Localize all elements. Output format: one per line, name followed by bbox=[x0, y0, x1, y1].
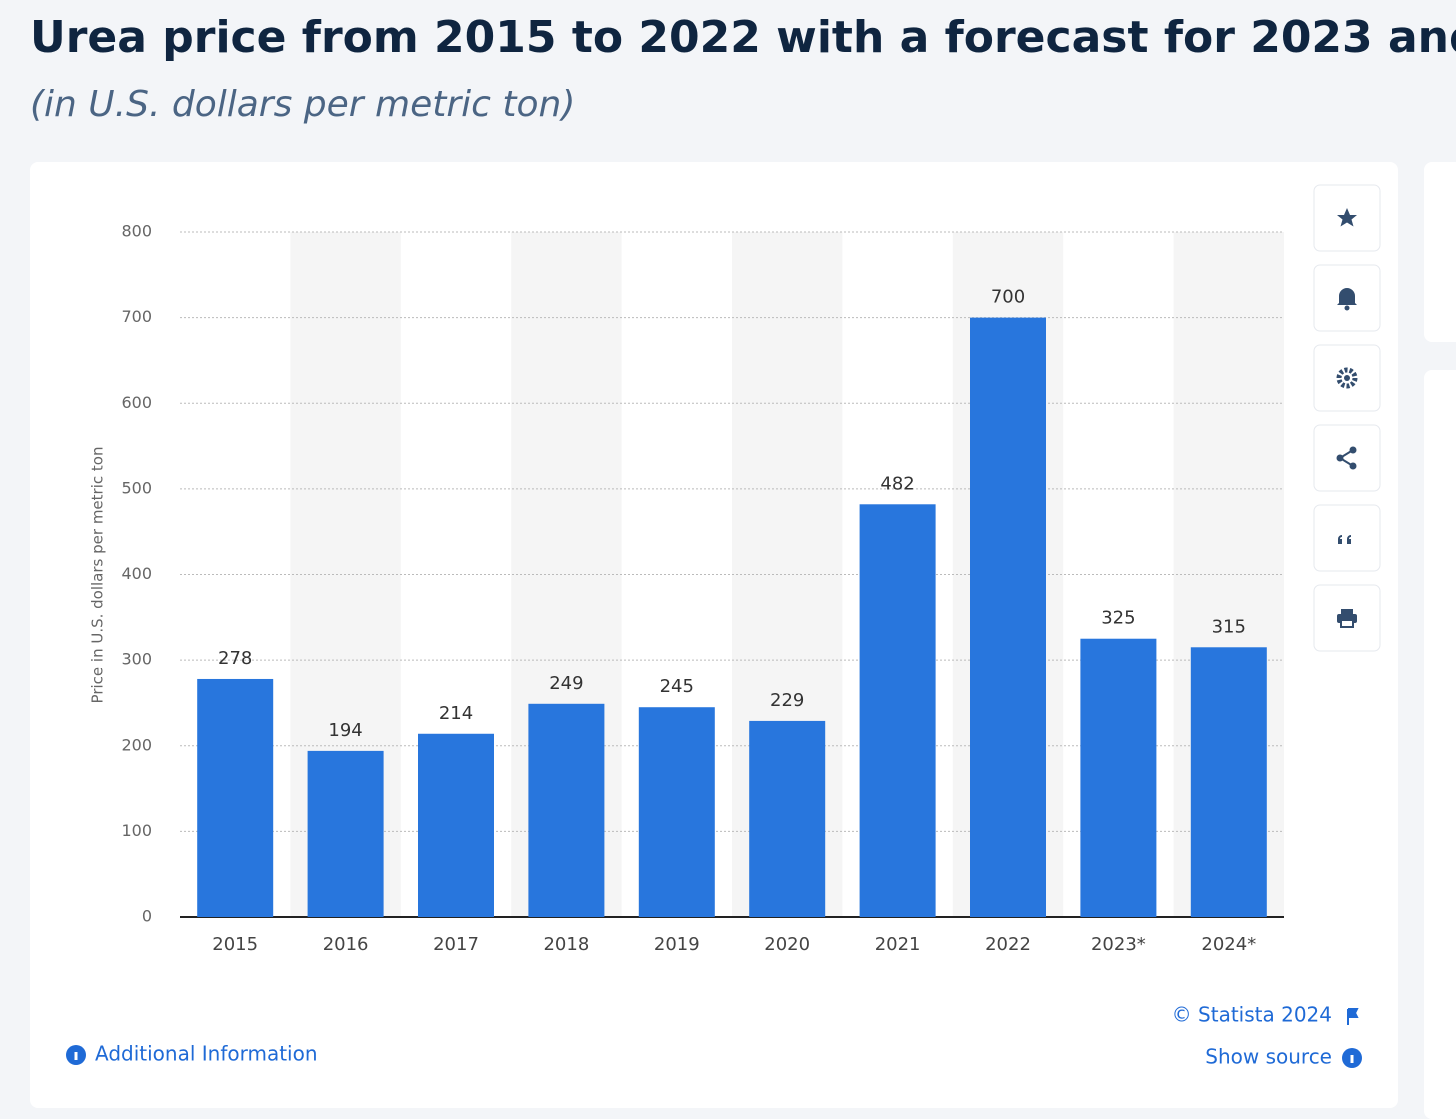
x-tick-label: 2015 bbox=[212, 934, 258, 955]
x-tick-label: 2018 bbox=[543, 934, 589, 955]
cite-button[interactable] bbox=[1313, 504, 1381, 572]
x-tick-label: 2019 bbox=[654, 934, 700, 955]
x-tick-label: 2023* bbox=[1091, 934, 1146, 955]
bar bbox=[1190, 647, 1267, 917]
data-label: 325 bbox=[1101, 608, 1135, 629]
x-tick-label: 2022 bbox=[985, 934, 1031, 955]
x-tick-label: 2020 bbox=[764, 934, 810, 955]
y-tick-label: 800 bbox=[121, 222, 152, 241]
x-tick-label: 2017 bbox=[433, 934, 479, 955]
toolbar bbox=[1313, 184, 1381, 652]
bar bbox=[197, 678, 274, 917]
data-label: 315 bbox=[1212, 616, 1246, 637]
data-label: 229 bbox=[770, 690, 804, 711]
chart-subtitle: (in U.S. dollars per metric ton) bbox=[30, 84, 575, 125]
bar bbox=[970, 317, 1046, 917]
data-label: 194 bbox=[328, 720, 362, 741]
y-tick-label: 300 bbox=[121, 650, 152, 669]
bar bbox=[749, 720, 826, 917]
favorite-button[interactable] bbox=[1313, 184, 1381, 252]
chart-title: Urea price from 2015 to 2022 with a fore… bbox=[30, 12, 1456, 63]
bar bbox=[528, 703, 605, 917]
alert-button[interactable] bbox=[1313, 264, 1381, 332]
y-tick-label: 700 bbox=[121, 307, 152, 326]
y-tick-label: 200 bbox=[121, 735, 152, 754]
info-icon-glyph bbox=[1350, 1055, 1354, 1063]
data-label: 482 bbox=[880, 473, 914, 494]
x-tick-label: 2021 bbox=[875, 934, 921, 955]
y-tick-label: 500 bbox=[121, 478, 152, 497]
side-panel bbox=[1424, 162, 1456, 342]
additional-information[interactable]: Additional Information bbox=[95, 1042, 318, 1066]
data-label: 214 bbox=[439, 703, 473, 724]
flag-icon bbox=[1347, 1008, 1359, 1025]
y-tick-label: 100 bbox=[121, 821, 152, 840]
bar bbox=[859, 504, 936, 917]
copyright: © Statista 2024 bbox=[1172, 1003, 1332, 1027]
x-tick-label: 2016 bbox=[323, 934, 369, 955]
side-panel bbox=[1424, 370, 1456, 1119]
plot-area: 0 100 200 300 400 500 600 700 800 2015 278 2016 194 2… bbox=[121, 222, 1284, 955]
y-tick-label: 0 bbox=[142, 907, 152, 926]
print-button[interactable] bbox=[1313, 584, 1381, 652]
data-label: 249 bbox=[549, 673, 583, 694]
bar bbox=[638, 707, 715, 917]
data-label: 278 bbox=[218, 648, 252, 669]
settings-button[interactable] bbox=[1313, 344, 1381, 412]
data-label: 700 bbox=[991, 287, 1025, 308]
share-button[interactable] bbox=[1313, 424, 1381, 492]
show-source[interactable]: Show source bbox=[1205, 1045, 1332, 1069]
y-tick-label: 600 bbox=[121, 393, 152, 412]
data-label: 245 bbox=[660, 676, 694, 697]
y-tick-label: 400 bbox=[121, 564, 152, 583]
bar bbox=[418, 733, 494, 917]
bar bbox=[1080, 638, 1157, 917]
info-icon-glyph bbox=[74, 1052, 78, 1060]
y-axis-label: Price in U.S. dollars per metric ton bbox=[89, 447, 107, 704]
bar bbox=[307, 750, 384, 917]
x-tick-label: 2024* bbox=[1201, 934, 1256, 955]
